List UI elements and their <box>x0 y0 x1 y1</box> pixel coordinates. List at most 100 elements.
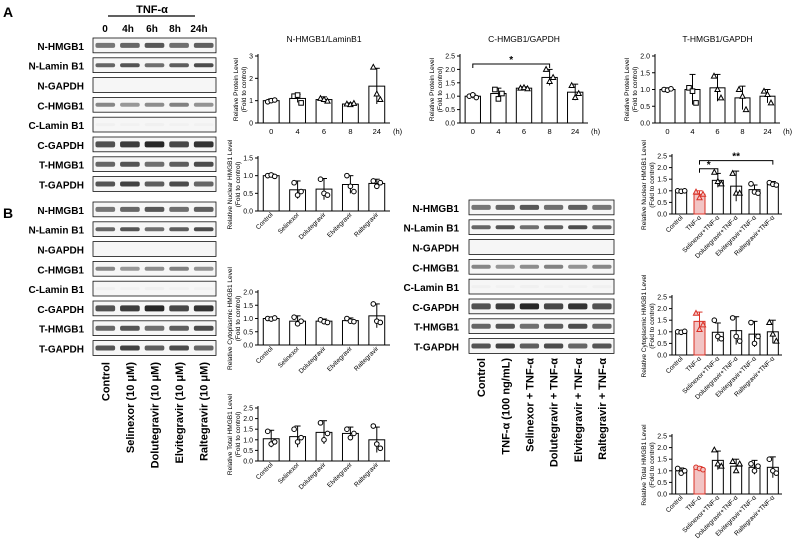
blot-band <box>95 161 116 167</box>
blot-band <box>120 63 140 68</box>
blot-band <box>495 285 515 289</box>
bar <box>766 183 779 215</box>
data-point <box>729 457 737 465</box>
blot-panel-a: N-HMGB1 N-Lamin B1 N-GAPDH C-HMGB1 C-Lamin B… <box>28 37 217 192</box>
blot-band <box>144 287 165 291</box>
blot-band <box>169 123 189 127</box>
blot-row-label: C-HMGB1 <box>37 265 84 276</box>
y-tick-label: 1.5 <box>657 318 667 325</box>
blot-band <box>568 285 588 289</box>
blot-band <box>120 206 140 212</box>
x-tick-label: Elvitegravir <box>326 461 354 489</box>
blot-band <box>193 287 214 291</box>
blot-band <box>169 266 189 271</box>
blot-band <box>495 323 515 329</box>
x-tick-label: Control <box>255 345 275 365</box>
y-axis-label-2: (Fold to control) <box>632 67 639 113</box>
y-axis-label: Relative Protein Level <box>429 57 436 121</box>
blot-band <box>471 285 491 289</box>
blot-band <box>120 181 140 187</box>
data-point <box>546 77 554 84</box>
blot-band <box>568 303 588 310</box>
blot-row-label: T-HMGB1 <box>39 325 84 336</box>
blot-band <box>169 206 189 212</box>
data-point <box>710 446 718 453</box>
x-tick-label: Control <box>665 494 685 514</box>
data-point <box>370 178 377 184</box>
blot-band <box>568 225 588 230</box>
x-tick-label: Dolutegravir <box>298 211 328 241</box>
data-point <box>699 190 707 197</box>
data-point <box>699 320 707 328</box>
blot-strip <box>468 318 615 334</box>
blot-band <box>519 225 540 230</box>
data-point <box>271 315 278 321</box>
data-point <box>351 430 357 437</box>
y-tick-label: 2.5 <box>657 154 667 161</box>
blot-row-label: N-GAPDH <box>37 82 84 93</box>
y-tick-label: 1.5 <box>243 427 253 434</box>
blot-band <box>120 161 140 167</box>
y-axis-label-2: (Fold to control) <box>235 296 242 342</box>
data-point <box>377 179 384 186</box>
x-tick-label: 24 <box>571 127 579 136</box>
data-point <box>271 97 278 103</box>
blot-row-label: C-GAPDH <box>412 303 459 314</box>
blot-band <box>169 141 189 148</box>
blot-row-label: T-GAPDH <box>39 345 84 356</box>
panel-a-label: A <box>3 4 13 20</box>
bar <box>262 175 280 212</box>
data-point <box>764 90 771 98</box>
data-point <box>291 426 297 433</box>
x-tick-label: 24 <box>373 127 381 136</box>
chart-nuclear-drugs-tnf: 0.0 0.5 1.0 1.5 2.0 2.5 Relative Nuclear HMGB1… <box>641 139 782 260</box>
y-tick-label: 1.0 <box>640 87 650 94</box>
blot-band <box>144 141 165 148</box>
y-tick-label: 1.5 <box>243 156 253 163</box>
blot-row-label: T-HMGB1 <box>414 323 459 334</box>
data-point <box>686 85 692 91</box>
blot-band <box>543 323 564 329</box>
blot-band <box>471 225 491 230</box>
blot-band <box>144 102 165 107</box>
data-point <box>729 315 736 321</box>
y-tick-label: 2.5 <box>243 406 253 413</box>
blot-band <box>519 343 540 349</box>
y-tick-label: 1.0 <box>657 329 667 336</box>
y-axis-label: Relative Protein Level <box>233 57 240 121</box>
data-point <box>271 439 278 445</box>
x-tick-label: Selinexor <box>277 461 302 486</box>
data-point <box>524 84 531 92</box>
y-tick-label: 2.0 <box>445 67 455 74</box>
blot-band <box>169 325 189 331</box>
data-point <box>347 434 354 441</box>
data-point <box>347 183 354 190</box>
data-point <box>696 325 703 332</box>
x-tick-label: Selinexor <box>277 345 302 370</box>
data-point <box>751 340 758 347</box>
significance-label: ** <box>732 152 740 163</box>
x-tick-label: 8 <box>548 127 552 136</box>
x-tick-label: Elvitegravir <box>326 211 354 239</box>
data-point <box>350 99 358 106</box>
y-tick-label: 0.0 <box>445 121 455 128</box>
blot-band <box>519 323 540 329</box>
data-point <box>729 169 737 176</box>
data-point <box>735 85 743 92</box>
blot-band <box>592 264 612 269</box>
data-point <box>294 92 301 98</box>
y-axis-label-2: (Fold to control) <box>649 162 656 208</box>
y-tick-label: 0.5 <box>657 480 667 487</box>
data-point <box>668 86 674 92</box>
blot-band <box>95 102 116 107</box>
blot-band <box>144 123 165 127</box>
y-tick-label: 0.0 <box>657 212 667 219</box>
data-point <box>370 423 377 429</box>
data-point <box>681 188 688 194</box>
blot-band <box>471 343 491 349</box>
y-tick-label: 1.0 <box>657 468 667 475</box>
chart-title: N-HMGB1/LaminB1 <box>286 34 361 44</box>
blot-row-label: T-HMGB1 <box>39 161 84 172</box>
blot-band <box>95 325 116 331</box>
y-tick-label: 1.0 <box>657 188 667 195</box>
